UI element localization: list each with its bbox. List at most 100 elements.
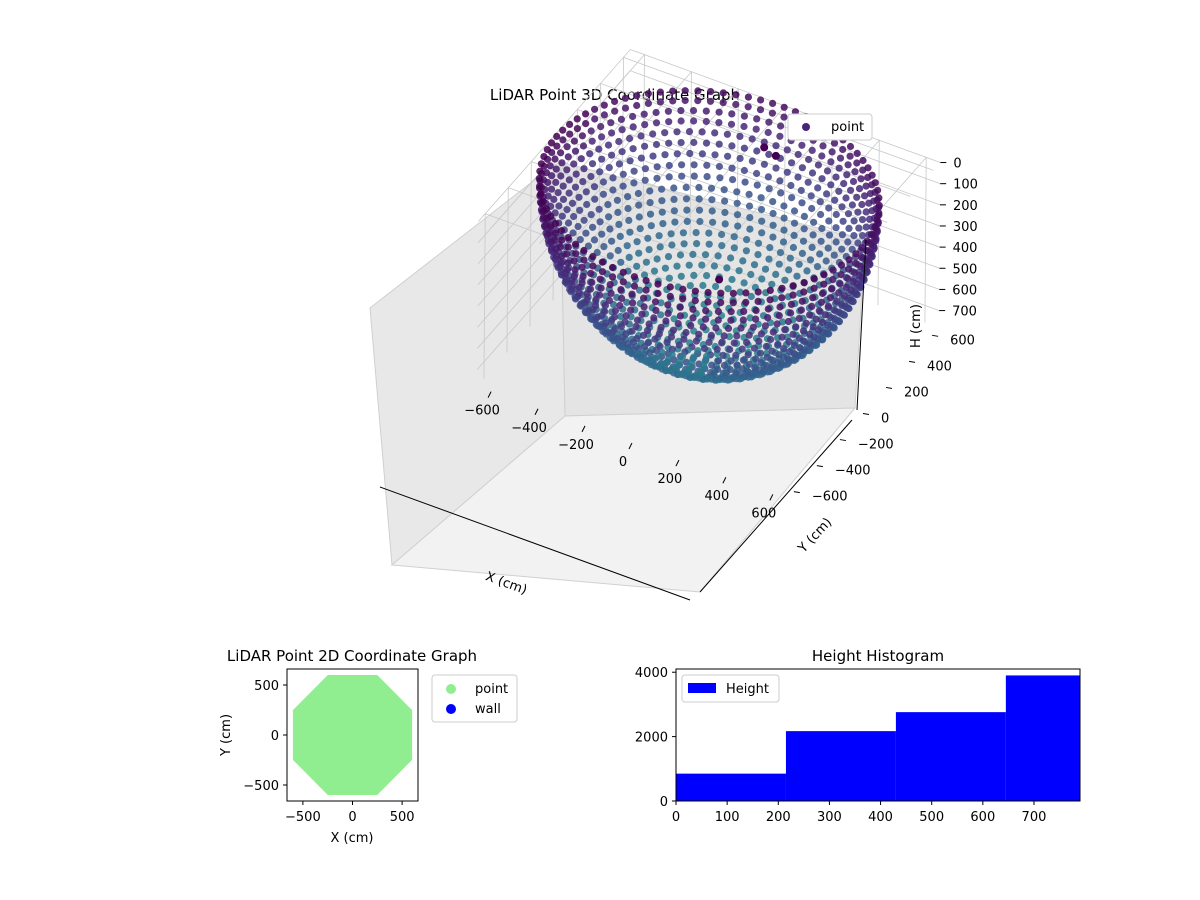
surface-point [859,156,867,165]
surface-point [818,289,827,298]
x-tick-label-hist: 400 [868,810,893,825]
surface-point [535,175,543,183]
surface-point [613,196,622,204]
surface-point [640,110,648,118]
surface-point [609,328,617,336]
surface-point [756,349,765,357]
surface-point [816,198,824,206]
surface-point [652,346,660,354]
surface-point [656,88,665,96]
surface-point [719,351,727,359]
surface-point [589,262,597,270]
surface-point [552,220,560,228]
surface-point [797,306,806,314]
surface-point [798,164,807,172]
surface-point [558,159,566,167]
surface-point [703,173,711,181]
surface-point [580,256,588,264]
surface-point [773,320,781,328]
surface-point [783,146,791,154]
surface-point [629,123,637,131]
surface-point [864,164,872,172]
surface-point [652,108,660,117]
surface-point [564,234,572,242]
surface-point [764,128,772,137]
surface-point [615,160,624,168]
surface-point [564,243,572,251]
surface-point [641,142,649,150]
surface-point [565,176,573,184]
surface-point [646,187,654,195]
highlight-point [771,151,780,160]
surface-point [550,195,558,203]
surface-point [695,195,703,203]
surface-point [729,299,737,307]
surface-point [848,201,857,209]
surface-point [690,117,698,125]
surface-point [733,188,741,196]
surface-point [717,299,725,307]
surface-point [852,250,860,258]
surface-point [673,150,681,158]
surface-point [736,288,744,296]
surface-point [768,109,777,117]
surface-point [606,252,614,260]
histogram-bar [676,773,786,801]
surface-point [609,334,618,343]
surface-point [670,315,678,323]
surface-point [733,361,741,369]
surface-point [795,334,804,342]
surface-point [727,316,735,324]
surface-point [587,211,595,219]
surface-point [829,266,837,274]
surface-point [707,331,716,339]
surface-point [862,208,870,216]
surface-point [606,281,614,289]
surface-point [571,147,580,155]
surface-point [824,302,833,310]
surface-point [780,202,788,210]
surface-point [678,172,686,180]
surface-point [597,284,605,292]
surface-point [628,290,636,298]
surface-point [721,208,729,217]
surface-point [800,212,809,220]
surface-point [579,178,587,186]
surface-point [739,316,747,324]
surface-point [614,246,622,255]
surface-point [754,251,762,259]
x-tick-label-3d: −600 [464,404,500,419]
surface-point [652,140,661,149]
surface-point [699,323,707,331]
surface-point [570,272,579,280]
surface-point [563,266,572,274]
surface-point [573,115,581,123]
surface-point [874,186,882,194]
surface-point [780,226,788,234]
surface-point [809,294,817,302]
surface-point [656,98,665,106]
surface-point [808,146,816,154]
surface-point [761,265,770,273]
surface-point [776,303,784,311]
surface-point [831,196,839,204]
surface-point [559,182,567,190]
surface-point [588,278,596,286]
surface-point [758,275,766,283]
surface-point [825,231,834,239]
surface-point [575,193,583,201]
surface-point [762,342,770,351]
surface-point [696,217,704,226]
surface-point [772,270,780,278]
y-ticks-2d: −500 0 500 [243,679,287,794]
grid-line-h [477,112,940,286]
surface-point [765,185,773,193]
surface-point [617,286,625,294]
surface-point [645,320,653,328]
surface-point [657,323,665,331]
surface-point [643,326,652,334]
surface-point [739,365,747,373]
surface-point [798,297,806,305]
chart-2d-title: LiDAR Point 2D Coordinate Graph [227,647,477,665]
surface-point [665,173,673,181]
